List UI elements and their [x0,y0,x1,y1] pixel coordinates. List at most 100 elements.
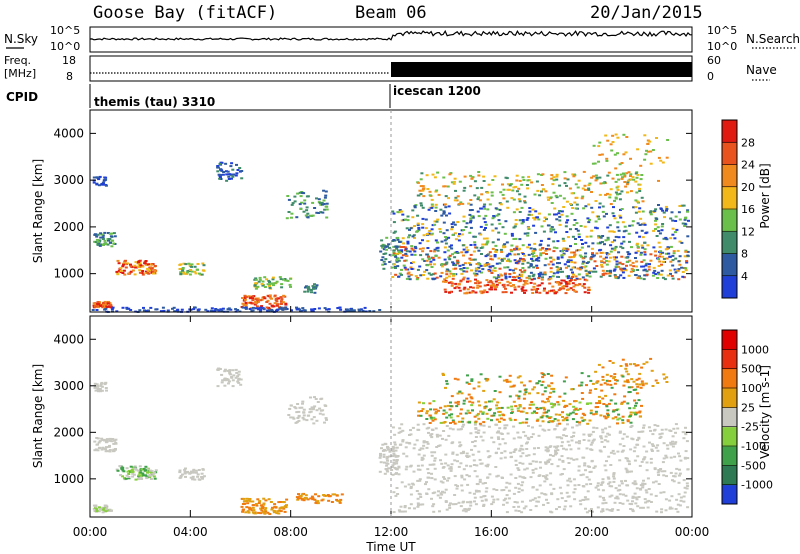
data-point [406,268,410,271]
data-point [466,483,470,486]
data-point [488,203,492,206]
data-point [614,416,618,419]
data-point [518,405,522,408]
data-point [595,265,599,267]
data-point [547,213,551,216]
data-point [179,475,183,477]
data-point [178,263,182,266]
data-point [440,263,444,265]
data-point [521,244,525,247]
data-point [471,176,475,179]
data-point [638,464,642,467]
data-point [531,486,535,489]
data-point [659,207,663,210]
data-point [654,254,658,257]
data-point [485,379,489,382]
y-tick-label: 3000 [53,379,84,393]
data-point [612,256,616,259]
data-point [119,271,123,274]
data-point [220,373,224,376]
data-point [398,241,402,243]
data-point [428,422,432,424]
colorbar-segment [722,231,737,254]
data-point [620,482,624,485]
data-point [484,223,488,226]
data-point [584,269,588,272]
data-point [613,217,617,220]
data-point [666,447,670,450]
data-point [522,271,526,274]
data-point [424,483,427,486]
data-point [149,266,153,269]
data-point [314,493,317,496]
data-point [515,174,519,177]
data-point [608,256,612,259]
data-point [633,492,637,495]
data-point [540,384,544,387]
data-point [385,464,389,467]
data-point [531,259,535,262]
data-point [145,469,149,472]
data-point [108,439,112,442]
data-point [594,270,598,273]
data-point [437,409,440,412]
data-point [102,438,106,441]
data-point [504,275,508,278]
data-point [438,510,441,513]
data-point [642,445,646,448]
data-point [548,290,552,293]
data-point [530,436,534,438]
data-point [445,238,449,241]
data-point [293,195,297,198]
data-point [618,502,622,504]
data-point [396,257,400,260]
data-point [523,269,527,272]
data-point [447,275,451,278]
data-point [594,174,598,177]
data-point [261,284,265,287]
data-point [628,415,632,418]
data-point [657,258,661,261]
data-point [417,504,420,507]
data-point [558,210,562,212]
data-point [445,425,449,427]
data-point [429,260,433,263]
data-point [636,443,640,446]
data-point [108,241,112,244]
data-point [601,508,605,511]
data-point [517,277,521,279]
data-point [552,387,556,390]
data-point [627,253,631,256]
data-point [565,221,569,224]
data-point [190,265,194,268]
data-point [584,507,587,510]
data-point [430,232,434,235]
data-point [468,400,472,403]
data-point [642,362,646,365]
data-point [669,260,673,263]
data-point [558,262,561,265]
data-point [304,214,308,217]
data-point [601,241,604,243]
data-point [634,404,637,407]
data-point [525,442,528,445]
data-point [429,250,433,253]
data-point [431,278,435,281]
data-point [522,397,526,400]
data-point [487,409,491,412]
data-point [513,225,517,228]
data-point [479,225,483,228]
data-point [419,202,423,205]
data-point [110,440,114,443]
data-point [665,238,669,241]
data-point [460,420,464,423]
data-point [473,445,477,448]
data-point [603,415,606,418]
data-point [146,471,149,474]
data-point [465,222,469,225]
data-point [393,454,397,457]
data-point [614,275,618,278]
data-point [651,433,655,436]
data-point [97,510,101,513]
data-point [514,223,518,226]
